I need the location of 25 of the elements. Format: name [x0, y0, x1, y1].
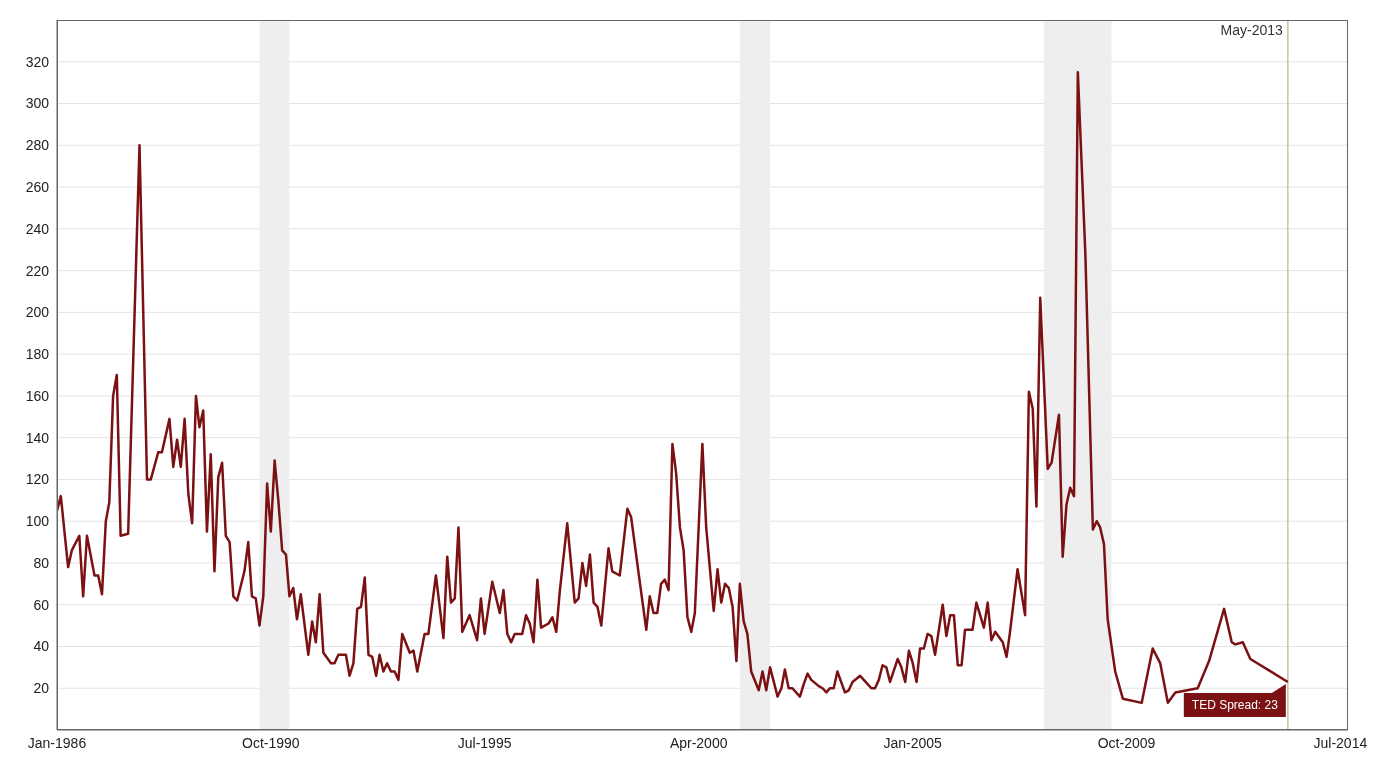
x-tick-label: Jan-2005 — [883, 734, 943, 751]
x-tick-label: Oct-2009 — [1097, 734, 1156, 751]
ref-line-label: May-2013 — [1220, 21, 1284, 38]
y-tick-label: 40 — [33, 638, 50, 655]
y-tick-label: 200 — [25, 304, 50, 321]
y-tick-label: 260 — [25, 179, 50, 196]
y-tick-label: 80 — [33, 554, 50, 571]
y-tick-label: 60 — [33, 596, 50, 613]
x-tick-label: Oct-1990 — [242, 734, 300, 751]
y-tick-label: 160 — [25, 387, 50, 404]
y-tick-label: 120 — [25, 471, 50, 488]
x-tick-label: Jul-1995 — [457, 734, 512, 751]
x-tick-label: Apr-2000 — [669, 734, 728, 751]
y-tick-label: 300 — [25, 95, 50, 112]
y-tick-label: 220 — [25, 262, 50, 279]
y-tick-label: 320 — [25, 53, 50, 70]
x-tick-label: Jul-2014 — [1313, 734, 1368, 751]
y-tick-label: 20 — [33, 680, 50, 697]
y-tick-label: 140 — [25, 429, 50, 446]
y-tick-label: 100 — [25, 513, 50, 530]
y-tick-label: 280 — [25, 137, 50, 154]
y-tick-label: 240 — [25, 220, 50, 237]
x-tick-label: Jan-1986 — [27, 734, 87, 751]
y-tick-label: 180 — [25, 346, 50, 363]
annotation: TED Spread: 23 — [1191, 697, 1279, 712]
